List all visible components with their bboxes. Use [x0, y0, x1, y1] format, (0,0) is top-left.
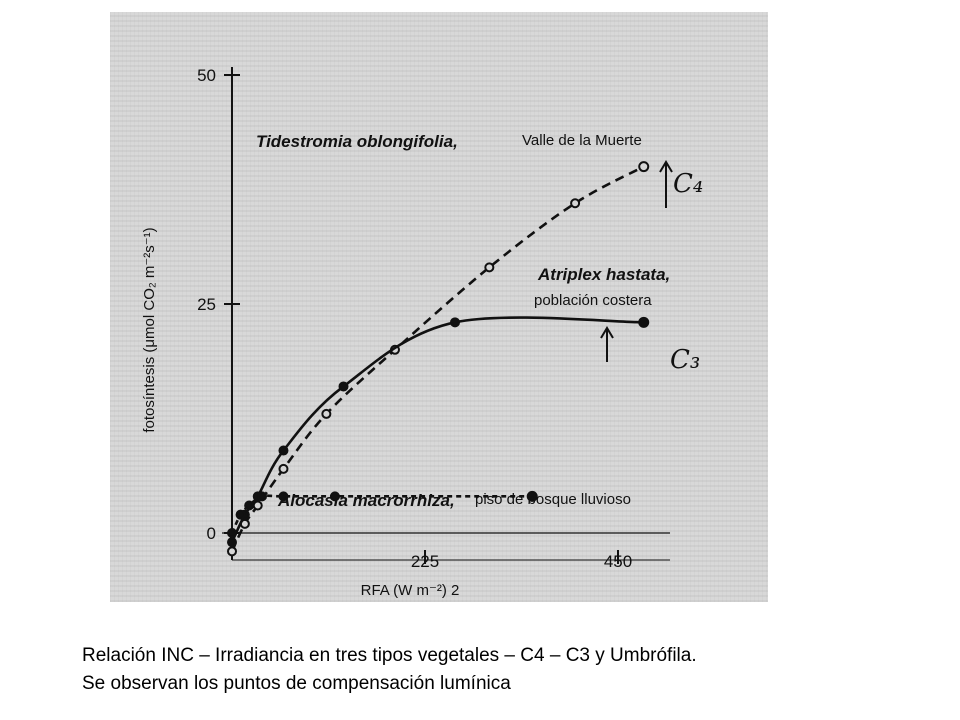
- point-tidestromia-6: [484, 262, 495, 273]
- x-tick-label-450: 450: [604, 552, 632, 571]
- series-line-tidestromia: [230, 165, 645, 552]
- series-note-tidestromia: Valle de la Muerte: [522, 132, 642, 149]
- point-atriplex-4: [338, 381, 349, 392]
- point-alocasia-4: [278, 491, 289, 502]
- x-tick-label-225: 225: [411, 552, 439, 571]
- x-axis-label: RFA (W m⁻²) 2: [361, 582, 460, 599]
- y-tick-label-50: 50: [197, 66, 216, 85]
- point-atriplex-0: [227, 537, 237, 548]
- series-tag-c4: C₄: [673, 169, 703, 199]
- y-axis-label: fotosíntesis (μmol CO₂ m⁻²s⁻¹): [141, 227, 158, 432]
- point-tidestromia-4: [321, 408, 332, 419]
- chart-axes: 0 25 50 225 450: [197, 66, 670, 571]
- point-tidestromia-3: [278, 463, 289, 474]
- point-alocasia-0: [227, 528, 237, 538]
- point-alocasia-6: [526, 490, 538, 502]
- arrow-to-c4-curve: [659, 160, 673, 208]
- series-note-alocasia: piso de bosque lluvioso: [475, 491, 631, 508]
- scanned-figure-background: [110, 12, 768, 602]
- point-alocasia-3: [257, 491, 268, 502]
- point-atriplex-5: [450, 317, 461, 328]
- series-name-tidestromia: Tidestromia oblongifolia,: [256, 132, 458, 151]
- point-alocasia-2: [244, 500, 255, 511]
- y-tick-label-25: 25: [197, 295, 216, 314]
- point-tidestromia-7: [570, 198, 581, 209]
- series-name-alocasia: Alocasia macrorrhiza,: [277, 491, 455, 510]
- point-alocasia-5: [329, 491, 340, 502]
- series-tag-c3: C₃: [670, 345, 700, 375]
- point-tidestromia-0: [227, 546, 237, 557]
- photosynthesis-chart: 0 25 50 225 450 fotosíntesis (μmol CO₂ m⁻²s⁻…: [141, 66, 703, 599]
- caption-line-2: Se observan los puntos de compensación l…: [82, 673, 511, 694]
- arrow-to-c3-curve: [600, 326, 614, 362]
- series-name-atriplex: Atriplex hastata,: [537, 265, 670, 284]
- point-atriplex-3: [278, 445, 289, 456]
- point-tidestromia-8: [638, 161, 650, 173]
- series-note-atriplex: población costera: [534, 292, 652, 309]
- chart-series: [227, 161, 650, 557]
- point-alocasia-1: [235, 509, 246, 520]
- point-atriplex-6: [638, 316, 650, 328]
- caption-line-1: Relación INC – Irradiancia en tres tipos…: [82, 645, 697, 666]
- y-tick-label-0: 0: [207, 524, 216, 543]
